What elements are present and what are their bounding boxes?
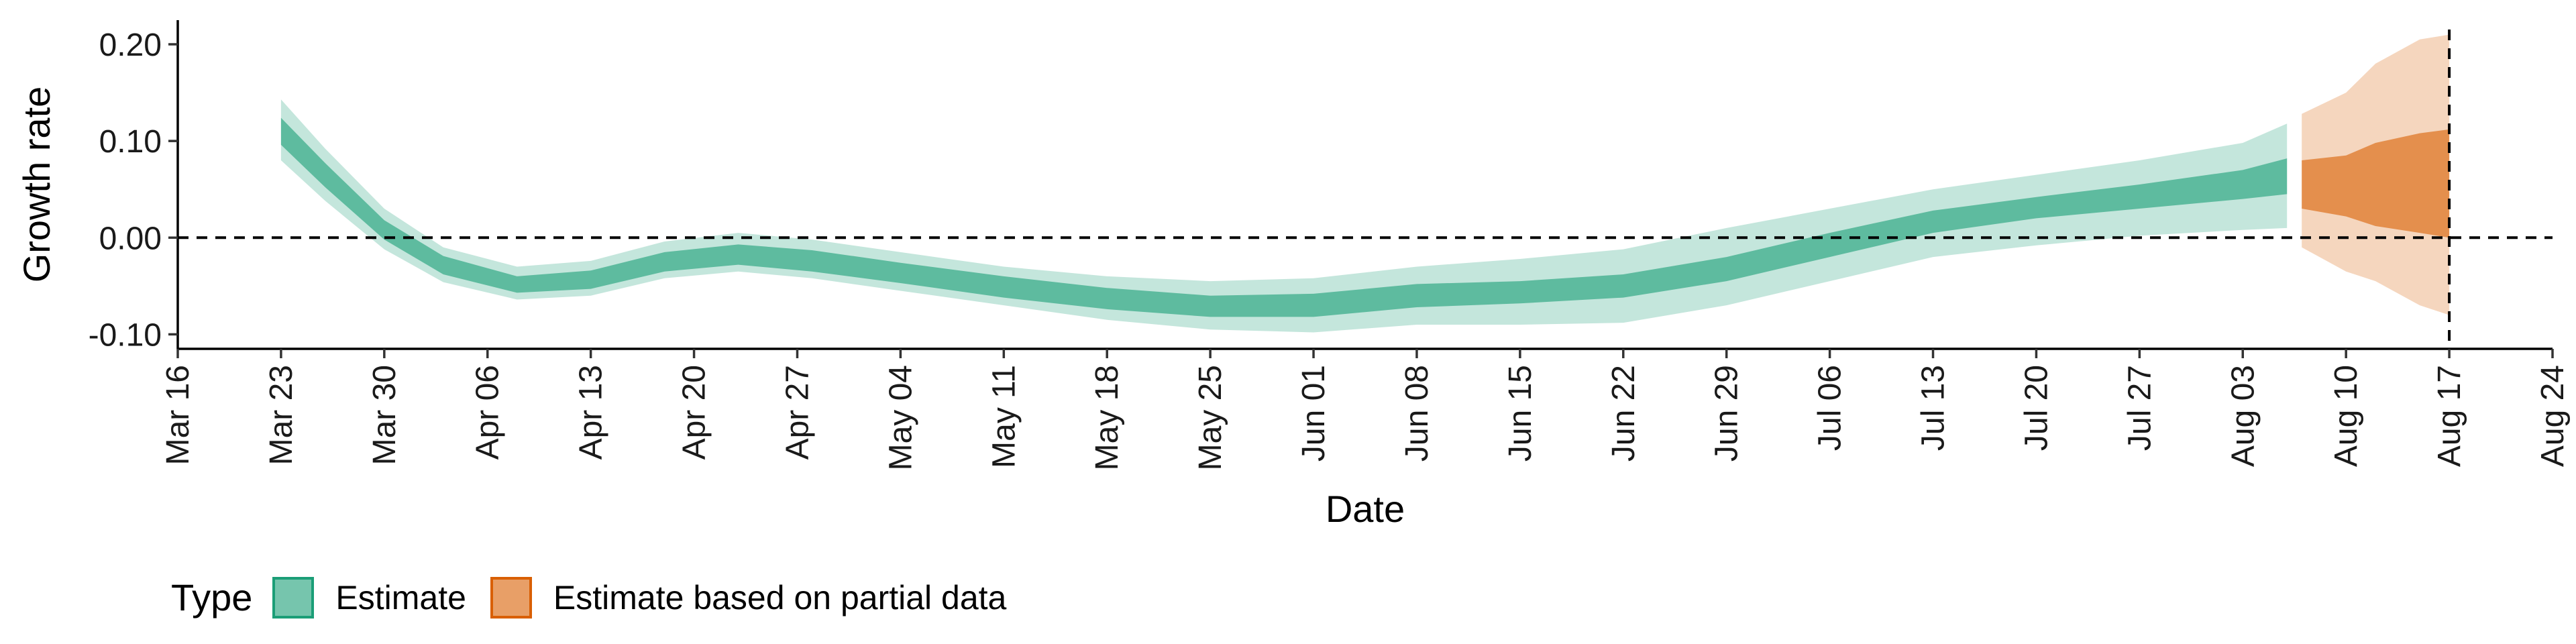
legend-item-estimate: Estimate [272,576,466,619]
y-tick-label: -0.10 [89,317,162,353]
x-tick-label: Jun 22 [1606,365,1642,462]
x-tick-label: Apr 27 [780,365,815,460]
x-tick-label: Mar 30 [367,365,402,465]
x-tick-label: Aug 17 [2432,365,2467,467]
legend-label-estimate: Estimate [335,578,466,616]
x-tick-label: May 04 [883,365,918,470]
x-tick-label: Aug 03 [2225,365,2261,467]
legend-title: Type [171,576,253,619]
legend: Type Estimate Estimate based on partial … [171,576,1030,619]
legend-key-estimate [272,576,315,619]
axes [176,20,2553,350]
x-tick-label: May 25 [1193,365,1228,470]
x-tick-label: May 11 [986,365,1022,468]
x-tick-label: Jun 01 [1296,365,1332,462]
x-tick-label: Jun 08 [1399,365,1435,462]
estimate-bands [280,34,2450,333]
x-tick-label: Jul 27 [2122,365,2157,451]
x-tick-label: Jun 15 [1503,365,1538,462]
x-tick-label: Jul 13 [1916,365,1951,451]
x-tick-label: Mar 16 [160,365,196,465]
x-tick-label: Jun 29 [1709,365,1745,462]
x-tick-label: Aug 10 [2328,365,2364,467]
x-tick-label: May 18 [1089,365,1125,470]
x-tick-label: Apr 06 [470,365,506,460]
x-tick-label: Apr 20 [677,365,712,460]
y-axis-ticks: -0.10 0.00 0.10 0.20 [89,28,178,353]
y-tick-label: 0.00 [99,221,162,256]
legend-key-partial [490,576,532,619]
x-tick-label: Aug 24 [2535,365,2571,467]
y-tick-label: 0.10 [99,124,162,160]
x-tick-label: Apr 13 [574,365,609,460]
reference-lines [178,30,2553,349]
legend-label-partial: Estimate based on partial data [553,578,1007,616]
x-tick-label: Jul 06 [1813,365,1848,451]
x-tick-label: Mar 23 [264,365,299,465]
estimate-inner-interval [280,117,2288,317]
y-tick-label: 0.20 [99,28,162,63]
x-tick-label: Jul 20 [2019,365,2054,451]
x-axis-ticks: Mar 16 Mar 23 Mar 30 Apr 06 Apr 13 Apr 20 Apr … [160,349,2571,470]
estimate-outer-interval [280,99,2288,333]
x-axis-title: Date [1326,488,1405,530]
partial-estimate-inner-interval [2302,129,2450,238]
legend-item-partial: Estimate based on partial data [490,576,1007,619]
y-axis-title: Growth rate [15,87,58,283]
